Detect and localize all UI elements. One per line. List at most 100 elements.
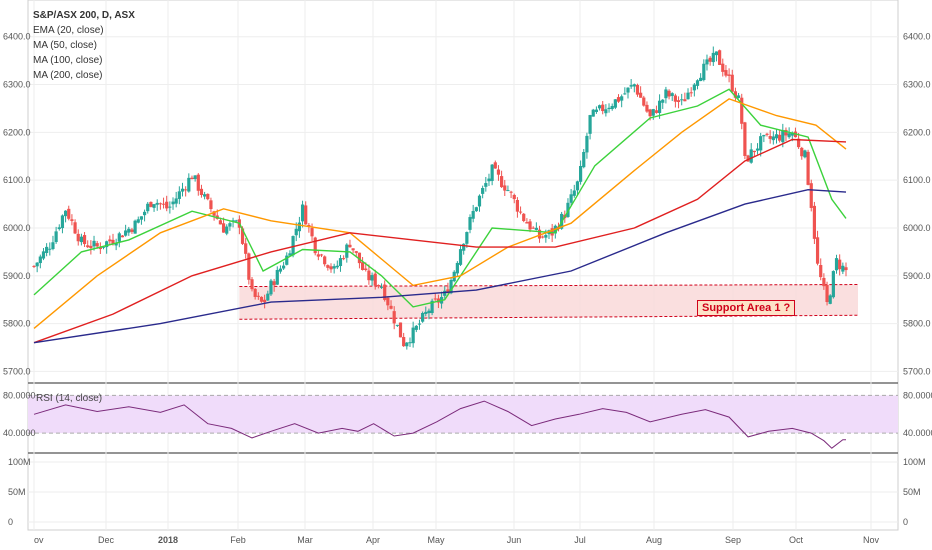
legend: S&P/ASX 200, D, ASX EMA (20, close) MA (… <box>33 8 135 83</box>
candle-body <box>676 100 681 103</box>
candle-body <box>667 90 671 97</box>
candle-body <box>392 311 396 324</box>
candle-body <box>506 190 510 192</box>
candle-body <box>111 239 115 244</box>
candle-body <box>89 245 93 249</box>
candle-body <box>749 149 753 163</box>
candle-body <box>812 205 817 239</box>
x-tick-label: May <box>427 535 445 545</box>
volume-tick-label-left: 0 <box>8 517 13 527</box>
rsi-legend[interactable]: RSI (14, close) <box>36 393 103 404</box>
candle-body <box>496 169 501 175</box>
candle-body <box>231 220 235 222</box>
candle-body <box>285 255 289 265</box>
candle-body <box>477 195 482 207</box>
candle-body <box>743 122 747 156</box>
candle-body <box>203 194 207 197</box>
rsi-tick-label-left: 40.0000 <box>3 428 36 438</box>
price-tick-label-left: 6000.0 <box>3 223 31 233</box>
candle-body <box>746 155 750 162</box>
candle-body <box>411 327 415 344</box>
candle-body <box>752 150 756 153</box>
legend-ema20[interactable]: EMA (20, close) <box>33 25 104 36</box>
support-area-label[interactable]: Support Area 1 ? <box>697 300 796 316</box>
candle-body <box>692 84 696 91</box>
candle-body <box>509 191 513 193</box>
candle-body <box>228 223 232 227</box>
candle-body <box>421 313 425 322</box>
candle-body <box>190 177 194 180</box>
candle-body <box>566 202 570 217</box>
price-tick-label-left: 5700.0 <box>3 366 31 376</box>
price-tick-label-left: 5900.0 <box>3 271 31 281</box>
candle-body <box>272 281 276 286</box>
candle-body <box>578 165 583 182</box>
candle-body <box>721 63 725 72</box>
candle-body <box>765 133 769 135</box>
candle-body <box>683 99 687 102</box>
candle-body <box>465 232 469 244</box>
price-tick-label-left: 6400.0 <box>3 32 31 42</box>
candle-body <box>187 177 191 192</box>
candle-body <box>354 251 358 253</box>
legend-ma100[interactable]: MA (100, close) <box>33 55 103 66</box>
candle-body <box>443 290 447 296</box>
price-tick-label-right: 6100.0 <box>903 175 931 185</box>
candle-body <box>199 188 204 196</box>
candle-body <box>515 199 520 212</box>
candle-body <box>639 92 643 98</box>
candle-body <box>610 105 614 110</box>
candle-body <box>48 248 52 250</box>
candle-body <box>351 248 355 251</box>
candle-body <box>433 298 437 300</box>
candle-body <box>291 236 295 256</box>
candle-body <box>632 84 636 87</box>
candle-body <box>736 95 741 98</box>
candle-body <box>680 99 684 101</box>
candle-body <box>594 109 598 112</box>
candle-body <box>402 337 406 347</box>
candle-body <box>427 310 431 314</box>
candle-body <box>711 52 715 63</box>
candle-body <box>98 246 102 250</box>
candle-body <box>149 201 153 207</box>
volume-tick-label-right: 100M <box>903 457 926 467</box>
volume-tick-label-left: 50M <box>8 487 26 497</box>
candle-body <box>218 220 223 225</box>
candle-body <box>664 89 668 99</box>
candle-body <box>136 219 140 223</box>
price-tick-label-left: 6300.0 <box>3 80 31 90</box>
candle-body <box>379 286 384 288</box>
candle-body <box>408 342 412 344</box>
candle-body <box>588 115 592 134</box>
candle-body <box>73 222 77 234</box>
price-tick-label-right: 6300.0 <box>903 80 931 90</box>
legend-ma200[interactable]: MA (200, close) <box>33 70 103 81</box>
legend-title: S&P/ASX 200, D, ASX <box>33 10 135 21</box>
x-tick-label: Sep <box>725 535 741 545</box>
candle-body <box>462 243 466 251</box>
candle-body <box>263 299 267 303</box>
candle-body <box>316 254 320 257</box>
candle-body <box>250 279 254 290</box>
candle-body <box>184 189 188 191</box>
candle-body <box>300 204 305 222</box>
candle-body <box>613 99 617 108</box>
candle-body <box>386 297 390 306</box>
rsi-tick-label-left: 80.0000 <box>3 390 36 400</box>
candle-body <box>278 268 283 272</box>
candle-body <box>326 265 330 268</box>
candle-body <box>304 205 308 225</box>
candle-body <box>152 204 156 208</box>
candle-body <box>635 84 640 95</box>
candle-body <box>724 70 728 76</box>
candle-body <box>105 241 109 248</box>
candle-body <box>193 175 197 180</box>
candle-body <box>500 176 504 188</box>
legend-ma50[interactable]: MA (50, close) <box>33 40 97 51</box>
candle-body <box>575 181 580 191</box>
candle-body <box>127 228 131 233</box>
candle-body <box>133 220 137 234</box>
